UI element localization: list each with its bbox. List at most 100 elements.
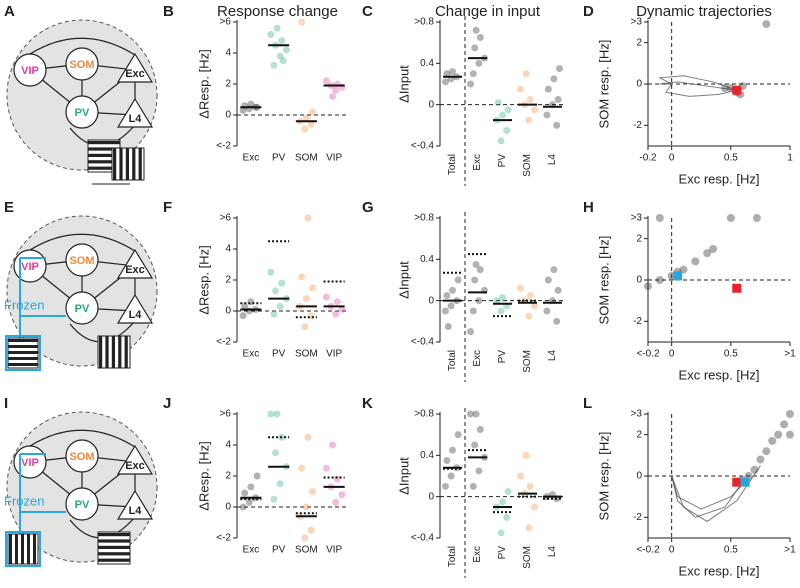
data-point	[239, 312, 247, 320]
y-tick-label: 0	[225, 110, 231, 121]
data-point	[270, 310, 278, 318]
neuron-label: SOM	[69, 255, 94, 267]
data-point	[752, 214, 761, 222]
neuron	[116, 489, 154, 520]
data-point	[467, 80, 474, 88]
frozen-label: Frozen	[4, 297, 44, 312]
grating-bar	[8, 339, 38, 342]
x-tick-label: PV	[272, 153, 286, 164]
grating-bar	[88, 141, 120, 145]
neuron	[65, 243, 99, 277]
data-point	[267, 410, 275, 418]
data-point	[494, 99, 502, 107]
y-tick-label: 2	[225, 471, 231, 482]
panel-letter: G	[362, 199, 374, 216]
final-marker	[673, 271, 683, 281]
y-tick-label: 0.4	[420, 254, 434, 265]
y-tick-label: 0.4	[420, 58, 434, 69]
data-point	[270, 495, 278, 503]
panel-letter: K	[362, 395, 373, 412]
x-tick-label: Exc	[243, 349, 260, 360]
data-point	[476, 266, 484, 274]
panel-letter: C	[362, 3, 373, 20]
x-tick-label: L4	[547, 350, 558, 362]
panel-letter: D	[583, 3, 594, 20]
x-tick-label: >1	[784, 545, 796, 556]
data-point	[270, 61, 278, 69]
data-point	[522, 451, 530, 459]
data-point	[709, 245, 718, 253]
panel-title: Dynamic trajectories	[636, 3, 772, 20]
data-point	[278, 279, 286, 287]
data-point	[525, 312, 533, 320]
data-point	[493, 297, 501, 305]
grating-bar	[88, 166, 120, 170]
data-point	[472, 26, 480, 34]
data-point	[322, 77, 330, 85]
data-point	[239, 503, 247, 511]
data-point	[499, 498, 506, 506]
data-point	[554, 286, 562, 294]
y-tick-label: >3	[631, 213, 643, 224]
data-point	[301, 534, 309, 542]
data-point	[543, 111, 551, 119]
panel-letter: I	[4, 395, 8, 412]
x-tick-label: SOM	[295, 545, 318, 556]
data-point	[469, 307, 477, 315]
data-point	[304, 214, 312, 222]
data-point	[543, 307, 551, 315]
data-point	[544, 276, 552, 284]
frozen-label: Frozen	[4, 493, 44, 508]
data-point	[786, 410, 794, 418]
data-point	[550, 75, 558, 83]
x-tick-label: PV	[497, 546, 508, 560]
neuron-label: PV	[75, 499, 90, 511]
y-tick-label: <-0.4	[411, 533, 435, 544]
x-tick-label: 0.5	[724, 349, 738, 360]
data-point	[302, 503, 310, 511]
y-tick-label: 2	[225, 79, 231, 90]
y-axis-label: SOM resp. [Hz]	[596, 40, 611, 129]
y-tick-label: -2	[633, 120, 642, 131]
data-point	[332, 310, 340, 318]
data-point	[471, 44, 479, 52]
data-point	[279, 57, 287, 65]
data-point	[475, 59, 483, 67]
x-tick-label: Total	[447, 546, 458, 567]
grating-bar	[8, 357, 38, 360]
x-tick-label: SOM	[295, 349, 318, 360]
y-tick-label: <-0.4	[411, 141, 435, 152]
panel-letter: F	[163, 199, 172, 216]
data-point	[307, 526, 315, 534]
data-point	[333, 475, 341, 483]
neuron-label: L4	[129, 113, 143, 125]
data-point	[333, 298, 341, 306]
grating-bar	[119, 148, 123, 180]
panel-title: Change in input	[435, 3, 541, 20]
data-point	[703, 249, 712, 258]
data-point	[443, 457, 451, 464]
grating-bar	[15, 534, 18, 564]
data-point	[302, 114, 310, 122]
grating-bar	[21, 534, 24, 564]
data-point	[499, 294, 506, 302]
data-point	[322, 464, 330, 472]
y-tick-label: 0	[225, 502, 231, 513]
grating-bar	[111, 336, 115, 368]
data-point	[245, 498, 253, 506]
x-tick-label: VIP	[326, 349, 342, 360]
y-tick-label: 4	[225, 440, 231, 451]
data-point	[720, 84, 729, 93]
data-point	[768, 436, 777, 445]
neuron-label: L4	[129, 505, 143, 517]
data-point	[282, 46, 290, 54]
data-point	[332, 86, 340, 94]
x-axis-label: Exc resp. [Hz]	[679, 563, 760, 578]
final-marker	[740, 477, 750, 487]
frozen-line	[19, 257, 46, 338]
neuron	[116, 97, 154, 128]
data-point	[298, 464, 306, 472]
x-tick-label: <-0.2	[636, 545, 660, 556]
y-tick-label: -2	[633, 316, 642, 327]
